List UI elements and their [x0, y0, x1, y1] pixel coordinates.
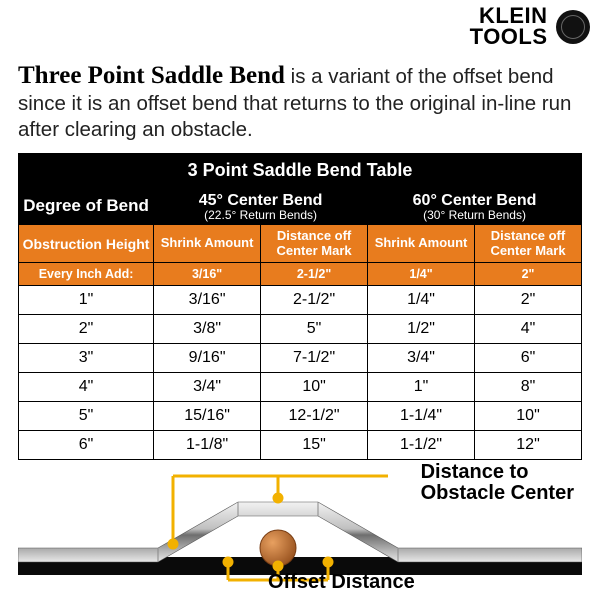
every-d45: 2-1/2": [261, 262, 368, 285]
table-cell: 12-1/2": [261, 401, 368, 430]
brand-badge-icon: [556, 10, 590, 44]
table-cell: 9/16": [154, 343, 261, 372]
table-row: 5"15/16"12-1/2"1-1/4"10": [19, 401, 582, 430]
table-row: 1"3/16"2-1/2"1/4"2": [19, 285, 582, 314]
table-cell: 1-1/2": [368, 430, 475, 459]
brand-line2: TOOLS: [470, 24, 548, 49]
every-s45: 3/16": [154, 262, 261, 285]
page-description: Three Point Saddle Bend is a variant of …: [18, 60, 582, 143]
every-inch-label: Every Inch Add:: [19, 262, 154, 285]
table-row: 2"3/8"5"1/2"4": [19, 314, 582, 343]
brand-logo: KLEIN TOOLS: [470, 6, 590, 48]
table-cell: 3/4": [368, 343, 475, 372]
shrink-45-header: Shrink Amount: [154, 225, 261, 263]
table-cell: 15": [261, 430, 368, 459]
table-cell: 6": [19, 430, 154, 459]
table-cell: 3/4": [154, 372, 261, 401]
table-cell: 1": [368, 372, 475, 401]
table-title: 3 Point Saddle Bend Table: [19, 153, 582, 187]
table-cell: 1-1/8": [154, 430, 261, 459]
table-cell: 7-1/2": [261, 343, 368, 372]
table-cell: 2": [475, 285, 582, 314]
table-cell: 12": [475, 430, 582, 459]
table-cell: 2-1/2": [261, 285, 368, 314]
table-cell: 4": [475, 314, 582, 343]
degree-of-bend-header: Degree of Bend: [19, 187, 154, 225]
distoff-60-header: Distance off Center Mark: [475, 225, 582, 263]
col-60-header: 60° Center Bend (30° Return Bends): [368, 187, 582, 225]
table-row: 4"3/4"10"1"8": [19, 372, 582, 401]
distoff-45-header: Distance off Center Mark: [261, 225, 368, 263]
every-d60: 2": [475, 262, 582, 285]
page-title: Three Point Saddle Bend: [18, 62, 285, 89]
table-cell: 3": [19, 343, 154, 372]
table-cell: 1/2": [368, 314, 475, 343]
table-cell: 15/16": [154, 401, 261, 430]
table-row: 3"9/16"7-1/2"3/4"6": [19, 343, 582, 372]
saddle-bend-table: 3 Point Saddle Bend Table Degree of Bend…: [18, 153, 582, 460]
table-cell: 3/8": [154, 314, 261, 343]
table-cell: 10": [261, 372, 368, 401]
obstruction-height-header: Obstruction Height: [19, 225, 154, 263]
table-cell: 8": [475, 372, 582, 401]
saddle-bend-diagram: Distance toObstacle Center Offset Distan…: [18, 462, 582, 590]
table-cell: 6": [475, 343, 582, 372]
table-cell: 2": [19, 314, 154, 343]
distance-to-obstacle-label: Distance toObstacle Center: [421, 462, 574, 504]
shrink-60-header: Shrink Amount: [368, 225, 475, 263]
table-cell: 4": [19, 372, 154, 401]
col-45-header: 45° Center Bend (22.5° Return Bends): [154, 187, 368, 225]
table-cell: 5": [261, 314, 368, 343]
table-cell: 5": [19, 401, 154, 430]
table-cell: 1": [19, 285, 154, 314]
table-row: 6"1-1/8"15"1-1/2"12": [19, 430, 582, 459]
offset-distance-label: Offset Distance: [268, 571, 415, 594]
table-cell: 1-1/4": [368, 401, 475, 430]
every-s60: 1/4": [368, 262, 475, 285]
table-cell: 10": [475, 401, 582, 430]
table-cell: 3/16": [154, 285, 261, 314]
table-cell: 1/4": [368, 285, 475, 314]
